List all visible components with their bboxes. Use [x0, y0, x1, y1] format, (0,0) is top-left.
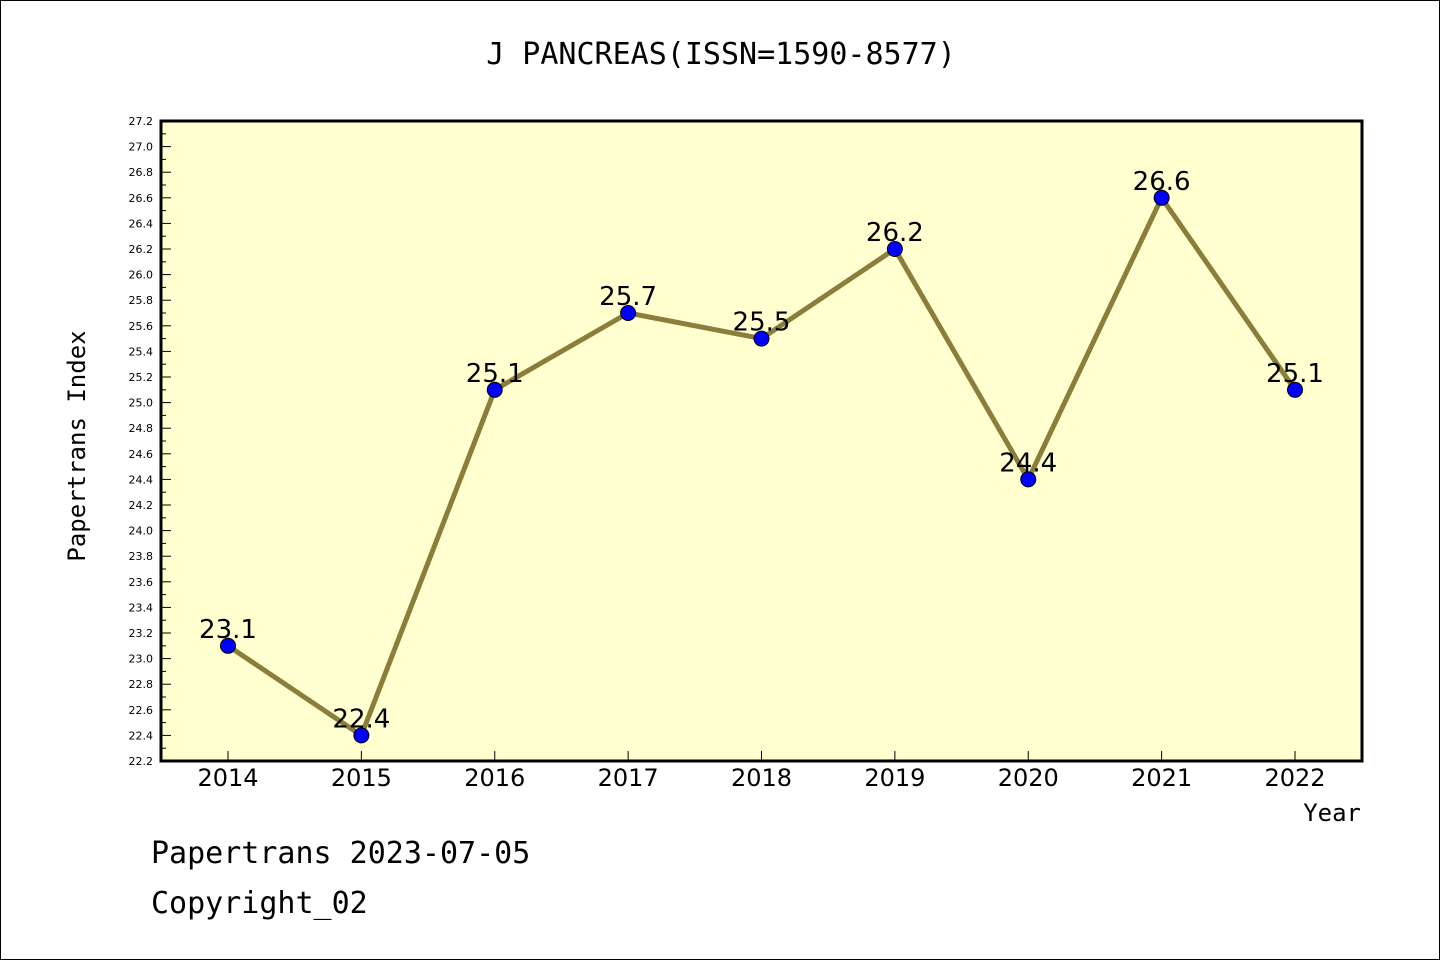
y-tick-label: 27.2: [129, 115, 154, 128]
x-tick-label: 2017: [598, 764, 659, 792]
x-tick-label: 2021: [1131, 764, 1192, 792]
x-tick-label: 2019: [864, 764, 925, 792]
y-tick-label: 25.4: [129, 345, 154, 358]
chart-title: J PANCREAS(ISSN=1590-8577): [486, 37, 956, 72]
y-tick-label: 25.2: [129, 371, 154, 384]
y-tick-label: 22.8: [129, 678, 154, 691]
y-tick-label: 24.4: [129, 473, 154, 486]
y-tick-label: 24.6: [129, 448, 154, 461]
data-label: 26.2: [866, 218, 924, 248]
y-axis-label: Papertrans Index: [63, 330, 91, 561]
series-markers: [220, 189, 1303, 744]
y-tick-label: 23.6: [129, 576, 154, 589]
data-label: 25.7: [599, 282, 657, 312]
y-tick-label: 23.4: [129, 601, 154, 614]
x-tick-label: 2022: [1264, 764, 1325, 792]
x-axis: 2014 2015 2016 2017 2018 2019 2020 2021 2022: [197, 751, 1326, 792]
x-axis-label: Year: [1303, 799, 1361, 827]
y-tick-label: 22.4: [129, 729, 154, 742]
y-tick-label: 24.0: [129, 525, 154, 538]
y-tick-label: 23.8: [129, 550, 154, 563]
footer-copyright: Copyright_02: [151, 886, 368, 921]
y-tick-label: 23.2: [129, 627, 154, 640]
y-tick-label: 26.0: [129, 269, 154, 282]
data-label: 25.1: [1266, 359, 1324, 389]
data-point: [886, 241, 903, 257]
data-label: 22.4: [332, 704, 390, 734]
y-tick-label: 24.2: [129, 499, 154, 512]
plot-frame: [159, 119, 1364, 763]
data-labels: 23.1 22.4 25.1 25.7 25.5 26.2 24.4 26.6 25.1: [199, 167, 1324, 735]
data-point: [486, 381, 503, 398]
y-axis: 22.2 22.4 22.6 22.8 23.0 23.2 23.4 23.6 23.8 24.0…: [129, 115, 171, 768]
data-point: [353, 727, 370, 744]
y-tick-label: 25.6: [129, 320, 154, 333]
y-tick-label: 24.8: [129, 422, 154, 435]
y-tick-label: 27.0: [129, 141, 154, 154]
plot-area: [161, 121, 1362, 761]
y-tick-label: 25.0: [129, 397, 154, 410]
y-tick-label: 22.2: [129, 755, 154, 768]
data-label: 25.5: [733, 308, 791, 338]
data-point: [1153, 189, 1170, 206]
x-tick-label: 2014: [197, 764, 258, 792]
data-label: 23.1: [199, 615, 257, 645]
x-tick-label: 2016: [464, 764, 525, 792]
y-tick-label: 25.8: [129, 294, 154, 307]
x-tick-label: 2015: [331, 764, 392, 792]
data-point: [753, 330, 770, 347]
y-tick-label: 26.6: [129, 192, 154, 205]
y-tick-label: 26.4: [129, 217, 154, 230]
data-point: [620, 305, 637, 321]
data-label: 24.4: [999, 448, 1057, 478]
y-tick-label: 23.0: [129, 653, 154, 666]
data-point: [1287, 381, 1303, 398]
data-point: [1020, 471, 1037, 488]
y-tick-label: 26.2: [129, 243, 154, 256]
data-label: 25.1: [466, 359, 524, 389]
y-tick-label: 22.6: [129, 704, 154, 717]
x-tick-label: 2018: [731, 764, 792, 792]
data-label: 26.6: [1133, 167, 1191, 197]
x-tick-label: 2020: [998, 764, 1059, 792]
data-point: [220, 637, 236, 654]
y-tick-label: 26.8: [129, 166, 154, 179]
footer-date: Papertrans 2023-07-05: [151, 836, 531, 871]
